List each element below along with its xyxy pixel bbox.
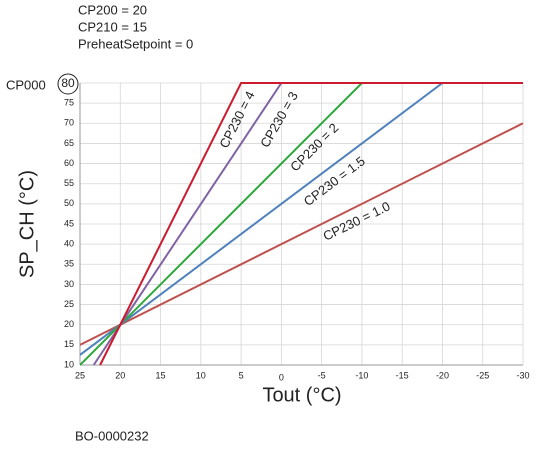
series-label: CP230 = 2 bbox=[287, 120, 341, 174]
series-line bbox=[99, 82, 523, 366]
y-tick-label: 10 bbox=[64, 359, 74, 369]
footer: BO-0000232 bbox=[75, 428, 149, 443]
x-tick-label: 20 bbox=[115, 370, 125, 380]
y-tick-label: 45 bbox=[64, 218, 74, 228]
x-tick-label: 15 bbox=[156, 370, 166, 380]
y-tick-label: 70 bbox=[64, 118, 74, 128]
x-tick-label: -5 bbox=[318, 370, 326, 380]
y-tick-label: 65 bbox=[64, 138, 74, 148]
y-marker-label: CP000 bbox=[6, 77, 46, 92]
plot bbox=[80, 82, 524, 366]
y-tick-label: 35 bbox=[64, 259, 74, 269]
x-tick-label: -20 bbox=[436, 370, 449, 380]
series-line bbox=[80, 122, 524, 346]
series-line bbox=[80, 82, 523, 356]
x-tick-label: -10 bbox=[355, 370, 368, 380]
annotation: CP210 = 15 bbox=[78, 19, 147, 34]
x-tick-label: 5 bbox=[239, 370, 244, 380]
y-tick-label: 80 bbox=[61, 76, 75, 90]
y-axis-label: SP_CH (°C) bbox=[16, 170, 38, 278]
marker-circle bbox=[57, 73, 79, 95]
y-tick-label: 40 bbox=[64, 239, 74, 249]
series-label: CP230 = 3 bbox=[257, 89, 301, 150]
x-tick-label: -30 bbox=[516, 370, 529, 380]
y-tick-label: 15 bbox=[64, 339, 74, 349]
y-tick-label: 25 bbox=[64, 299, 74, 309]
y-tick-label: 60 bbox=[64, 158, 74, 168]
y-tick-label: 75 bbox=[64, 98, 74, 108]
x-tick-label: 25 bbox=[75, 370, 85, 380]
x-tick-label: -25 bbox=[476, 370, 489, 380]
y-tick-label: 20 bbox=[64, 319, 74, 329]
y-tick-label: 30 bbox=[64, 279, 74, 289]
x-tick-label: -15 bbox=[396, 370, 409, 380]
y-tick-label: 55 bbox=[64, 178, 74, 188]
series-label: CP230 = 1.0 bbox=[321, 198, 393, 243]
x-axis-label: Tout (°C) bbox=[262, 384, 341, 406]
y-tick-label: 50 bbox=[64, 198, 74, 208]
x-tick-label: 10 bbox=[196, 370, 206, 380]
annotation: CP200 = 20 bbox=[78, 2, 147, 17]
x-tick-label: 0 bbox=[279, 372, 284, 382]
annotation: PreheatSetpoint = 0 bbox=[78, 36, 193, 51]
